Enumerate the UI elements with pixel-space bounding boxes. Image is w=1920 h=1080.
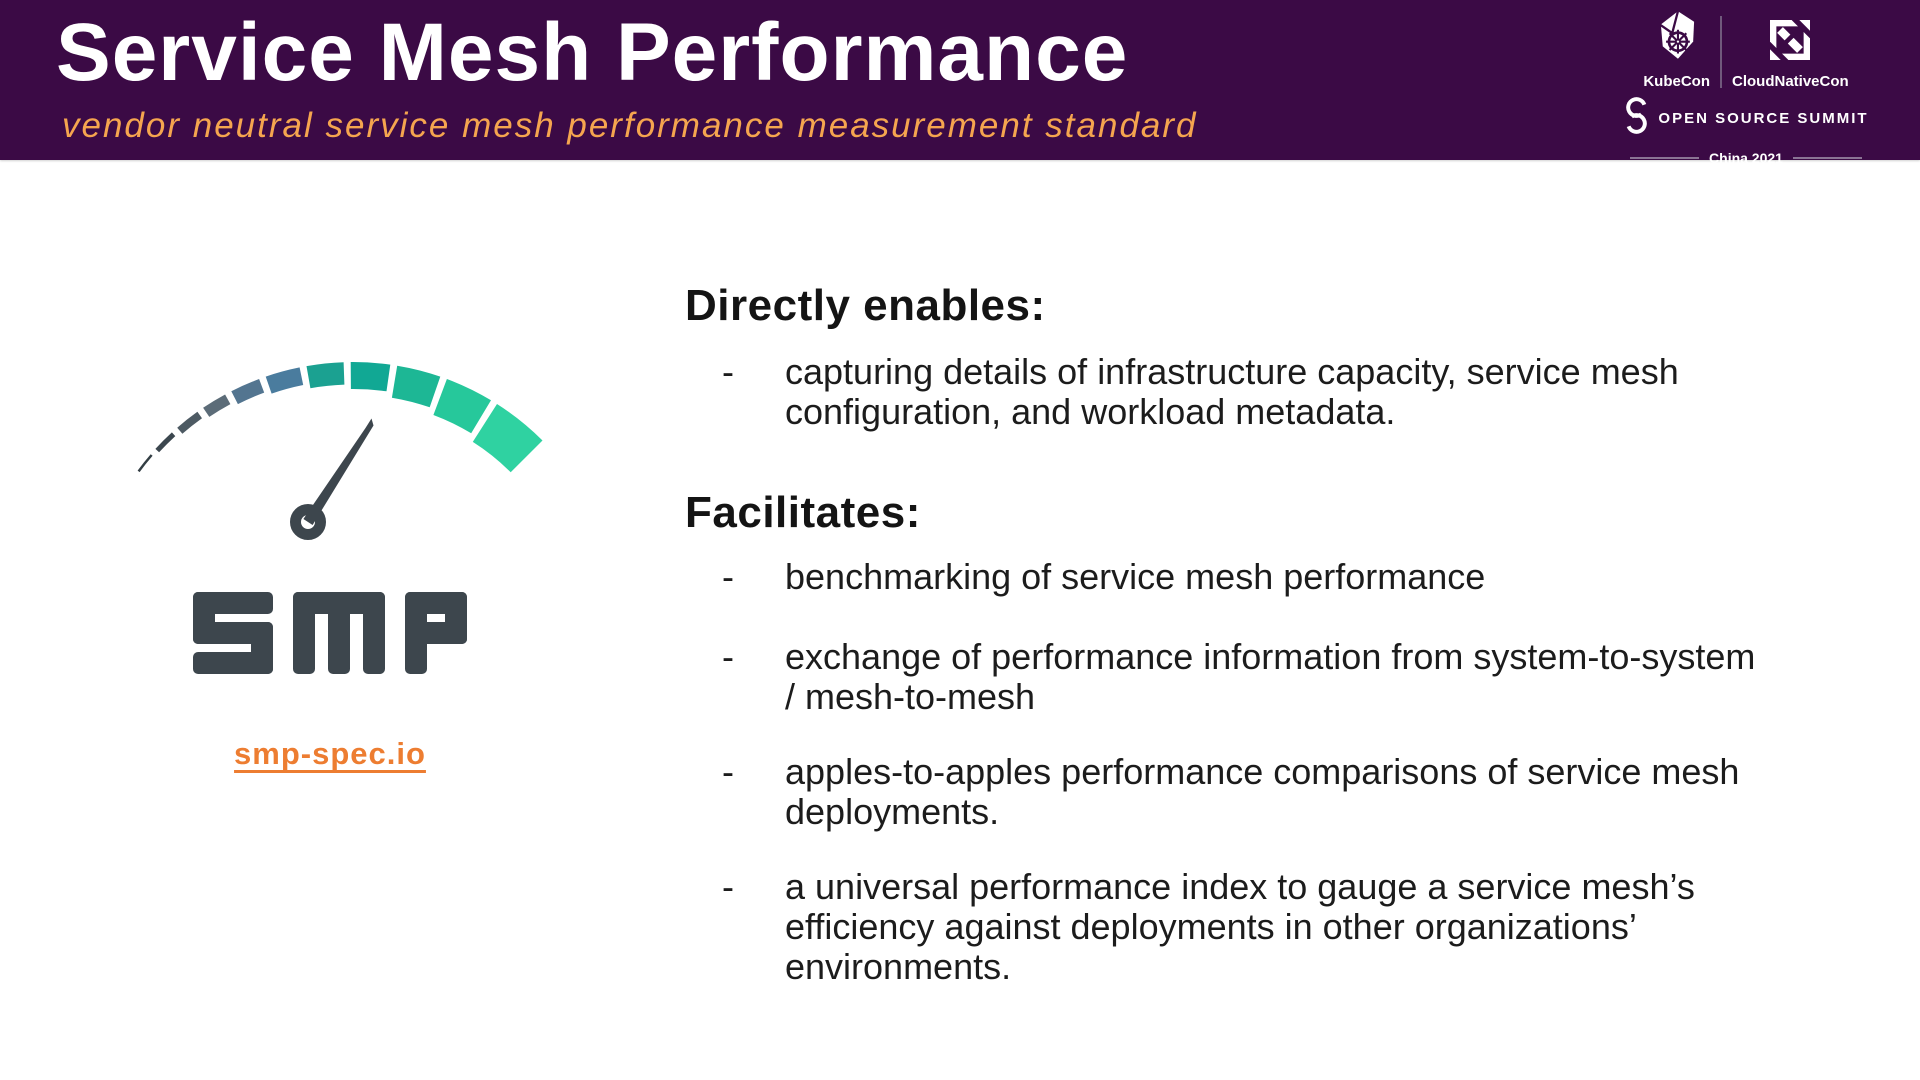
- header-banner: Service Mesh Performance vendor neutral …: [0, 0, 1920, 165]
- gauge-segment: [155, 432, 176, 453]
- kubecon-label: KubeCon: [1643, 73, 1710, 90]
- bullet-marker: -: [722, 556, 734, 597]
- event-logo-row: KubeCon CloudNativeCon: [1630, 10, 1862, 89]
- event-logo-block: KubeCon CloudNativeCon: [1626, 10, 1867, 165]
- bullet-text: apples-to-apples performance comparisons…: [785, 751, 1740, 832]
- gauge-needle-hub: [290, 504, 326, 540]
- gauge-segment: [306, 362, 345, 389]
- bullet-benchmarking: - benchmarking of service mesh performan…: [722, 557, 1900, 597]
- gauge-segment: [177, 411, 202, 434]
- cloudnativecon-icon: [1766, 16, 1815, 65]
- bullet-marker: -: [722, 751, 734, 792]
- cloudnativecon-label: CloudNativeCon: [1732, 73, 1849, 90]
- gauge-segment: [231, 379, 265, 405]
- gauge-segment: [433, 379, 491, 434]
- kubecon-logo: KubeCon: [1643, 10, 1710, 89]
- gauge-needle: [303, 418, 374, 525]
- smp-spec-link[interactable]: smp-spec.io: [234, 736, 426, 771]
- gauge-segment: [265, 367, 304, 394]
- bullet-text: exchange of performance information from…: [785, 636, 1756, 717]
- bullet-apples-to-apples: - apples-to-apples performance compariso…: [722, 752, 1900, 832]
- gauge-segment: [472, 404, 543, 473]
- bullet-marker: -: [722, 636, 734, 677]
- bullet-text: a universal performance index to gauge a…: [785, 866, 1695, 987]
- gauge-segment: [391, 365, 441, 408]
- open-source-summit-label: OPEN SOURCE SUMMIT: [1658, 109, 1869, 127]
- section-heading-facilitates: Facilitates:: [685, 488, 921, 537]
- page-title: Service Mesh Performance: [56, 7, 1129, 98]
- gauge-segment: [350, 361, 391, 392]
- bullet-capturing-details: - capturing details of infrastructure ca…: [722, 352, 1900, 432]
- bullet-exchange: - exchange of performance information fr…: [722, 637, 1900, 717]
- wordmark-letter-m: [293, 592, 385, 674]
- cloudnativecon-logo: CloudNativeCon: [1732, 16, 1849, 90]
- gauge-segment: [203, 394, 231, 417]
- wordmark-letter-p: [405, 592, 467, 674]
- bullet-universal-index: - a universal performance index to gauge…: [722, 867, 1900, 987]
- wordmark-letter-s: [193, 592, 273, 674]
- smp-wordmark: [193, 592, 467, 674]
- open-source-summit-row: OPEN SOURCE SUMMIT: [1626, 97, 1867, 139]
- page-subtitle: vendor neutral service mesh performance …: [62, 106, 1198, 145]
- open-source-summit-s-icon: [1623, 97, 1650, 139]
- edition-row: China 2021: [1630, 151, 1862, 165]
- edition-line-left: [1630, 157, 1700, 159]
- gauge-segment: [137, 454, 153, 473]
- bullet-marker: -: [722, 351, 734, 392]
- bullet-marker: -: [722, 866, 734, 907]
- kubecon-helm-icon: [1658, 10, 1696, 65]
- logo-separator: [1720, 16, 1722, 88]
- edition-line-right: [1792, 157, 1862, 159]
- bullet-text: capturing details of infrastructure capa…: [785, 351, 1679, 432]
- edition-label: China 2021: [1709, 150, 1783, 166]
- smp-gauge-icon: [137, 361, 543, 540]
- section-heading-directly-enables: Directly enables:: [685, 281, 1046, 330]
- bullet-text: benchmarking of service mesh performance: [785, 556, 1486, 597]
